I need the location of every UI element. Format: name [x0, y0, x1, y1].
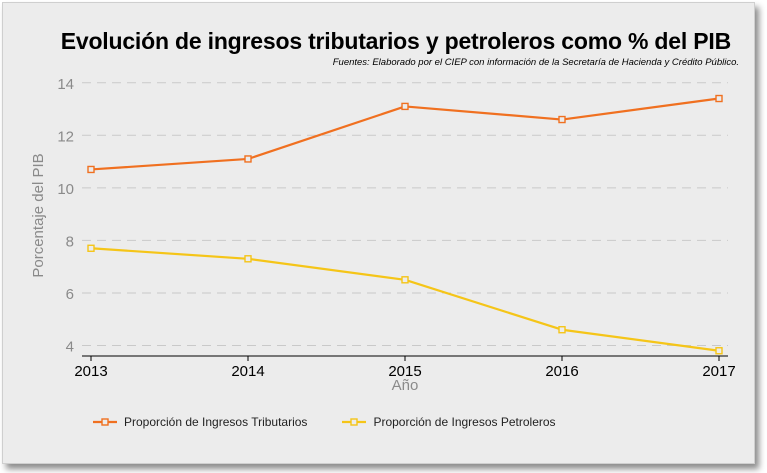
- data-point: [558, 326, 566, 334]
- data-point: [715, 347, 723, 355]
- x-axis-label: Año: [392, 377, 419, 394]
- series-lines: [87, 94, 723, 355]
- y-tick-label: 6: [66, 286, 74, 303]
- data-point: [401, 276, 409, 284]
- y-tick-label: 12: [57, 128, 74, 145]
- data-point: [715, 94, 723, 103]
- data-point: [244, 155, 252, 163]
- data-point: [558, 115, 566, 124]
- legend-label: Proporción de Ingresos Tributarios: [124, 415, 308, 429]
- x-tick-label: 2017: [702, 363, 735, 380]
- legend: Proporción de Ingresos Tributarios Propor…: [92, 413, 590, 431]
- chart-title: Evolución de ingresos tributarios y petr…: [60, 28, 731, 54]
- chart-card: [2, 2, 755, 464]
- y-tick-label: 4: [66, 338, 74, 355]
- y-axis-label: Porcentaje del PIB: [30, 153, 47, 277]
- legend-label: Proporción de Ingresos Petroleros: [373, 415, 556, 429]
- series-line-2: [90, 247, 720, 352]
- y-tick-label: 10: [57, 181, 74, 198]
- y-ticks: 4 6 8 10 12 14: [57, 76, 74, 356]
- x-tick-label: 2013: [74, 363, 107, 380]
- legend-item-2: Proporción de Ingresos Petroleros: [341, 415, 556, 429]
- x-tick-label: 2016: [545, 363, 578, 380]
- gridlines: [82, 82, 728, 346]
- x-tick-label: 2014: [231, 363, 264, 380]
- legend-item-1: Proporción de Ingresos Tributarios: [92, 415, 307, 429]
- data-point: [87, 244, 95, 252]
- y-tick-label: 8: [66, 233, 74, 250]
- x-tick-label: 2015: [388, 363, 421, 380]
- x-ticks: 2013 2014 2015 2016 2017: [74, 356, 736, 380]
- chart-subtitle: Fuentes: Elaborado por el CIEP con infor…: [332, 57, 739, 68]
- data-point: [401, 102, 409, 111]
- y-tick-label: 14: [57, 76, 74, 93]
- legend-swatch: [93, 418, 117, 426]
- data-point: [244, 255, 252, 263]
- data-point: [87, 165, 95, 174]
- legend-swatch: [342, 418, 367, 426]
